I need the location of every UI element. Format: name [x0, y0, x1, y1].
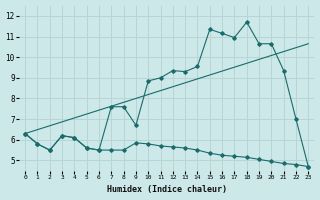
X-axis label: Humidex (Indice chaleur): Humidex (Indice chaleur) — [107, 185, 227, 194]
